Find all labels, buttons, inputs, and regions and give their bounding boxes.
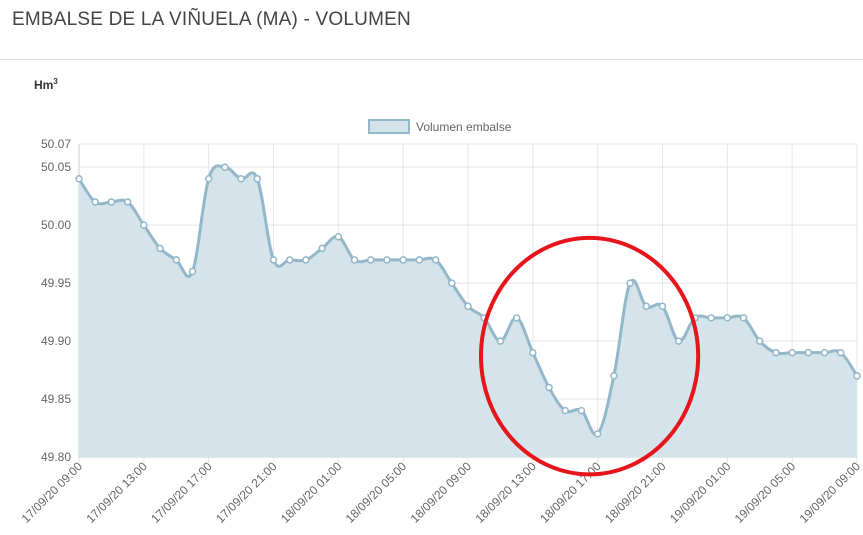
data-point-23[interactable] bbox=[448, 279, 456, 287]
data-point-24[interactable] bbox=[464, 302, 472, 311]
y-tick-label: 50.07 bbox=[41, 137, 71, 151]
series-area-volumen bbox=[79, 165, 857, 457]
data-point-12[interactable] bbox=[269, 256, 278, 264]
data-point-41[interactable] bbox=[739, 314, 748, 322]
data-point-4[interactable] bbox=[140, 221, 148, 229]
y-tick-label: 50.05 bbox=[41, 160, 71, 174]
data-point-11[interactable] bbox=[253, 175, 262, 183]
y-tick-label: 49.90 bbox=[41, 334, 71, 348]
x-tick-label: 17/09/20 17:00 bbox=[148, 459, 215, 526]
x-tick-label: 18/09/20 17:00 bbox=[537, 459, 604, 526]
data-point-30[interactable] bbox=[561, 406, 569, 415]
data-point-39[interactable] bbox=[707, 314, 715, 322]
data-point-31[interactable] bbox=[577, 406, 586, 415]
annotation-circle bbox=[478, 235, 701, 477]
data-point-21[interactable] bbox=[415, 256, 424, 264]
y-tick-label: 49.85 bbox=[41, 392, 71, 406]
x-tick-label: 17/09/20 09:00 bbox=[19, 459, 86, 526]
chart-legend[interactable]: Volumen embalse bbox=[368, 119, 512, 134]
data-point-47[interactable] bbox=[837, 348, 845, 357]
x-tick-label: 17/09/20 21:00 bbox=[213, 459, 280, 526]
data-point-32[interactable] bbox=[593, 430, 602, 438]
data-point-5[interactable] bbox=[156, 244, 164, 253]
data-point-18[interactable] bbox=[367, 256, 375, 264]
data-point-3[interactable] bbox=[123, 198, 132, 206]
data-point-42[interactable] bbox=[756, 337, 764, 345]
data-point-37[interactable] bbox=[674, 337, 683, 345]
data-point-27[interactable] bbox=[512, 314, 521, 322]
data-point-8[interactable] bbox=[204, 175, 213, 183]
data-point-28[interactable] bbox=[529, 348, 537, 357]
y-tick-label: 50.00 bbox=[41, 218, 71, 232]
x-tick-label: 18/09/20 21:00 bbox=[602, 459, 669, 526]
header-divider bbox=[0, 59, 863, 60]
data-point-44[interactable] bbox=[788, 348, 796, 357]
data-point-48[interactable] bbox=[853, 372, 861, 380]
data-point-1[interactable] bbox=[91, 198, 99, 206]
data-point-46[interactable] bbox=[820, 348, 829, 357]
data-point-36[interactable] bbox=[658, 302, 667, 311]
y-tick-label: 49.95 bbox=[41, 276, 71, 290]
data-point-19[interactable] bbox=[383, 256, 391, 264]
data-point-6[interactable] bbox=[172, 256, 180, 264]
data-points bbox=[75, 163, 861, 438]
data-point-13[interactable] bbox=[285, 256, 294, 264]
x-tick-label: 19/09/20 05:00 bbox=[732, 459, 799, 526]
data-point-9[interactable] bbox=[221, 163, 229, 171]
data-point-17[interactable] bbox=[350, 256, 359, 264]
y-tick-label: 49.80 bbox=[41, 450, 71, 464]
data-point-0[interactable] bbox=[75, 175, 83, 183]
data-point-7[interactable] bbox=[188, 267, 197, 276]
data-point-45[interactable] bbox=[804, 348, 813, 357]
data-point-43[interactable] bbox=[772, 348, 780, 357]
data-point-33[interactable] bbox=[610, 372, 618, 380]
data-point-20[interactable] bbox=[399, 256, 407, 264]
data-point-2[interactable] bbox=[107, 198, 116, 206]
x-tick-label: 17/09/20 13:00 bbox=[83, 459, 150, 526]
y-axis-unit: Hm3 bbox=[34, 77, 58, 92]
data-point-16[interactable] bbox=[334, 232, 343, 241]
x-tick-label: 19/09/20 09:00 bbox=[797, 459, 863, 526]
page-title: EMBALSE DE LA VIÑUELA (MA) - VOLUMEN bbox=[12, 9, 411, 30]
y-axis-ticks: 49.80 49.85 49.90 49.95 50.00 50.05 50.07 bbox=[41, 137, 71, 464]
x-tick-label: 18/09/20 09:00 bbox=[408, 459, 475, 526]
x-tick-label: 18/09/20 05:00 bbox=[343, 459, 410, 526]
data-point-40[interactable] bbox=[723, 314, 732, 322]
data-point-15[interactable] bbox=[318, 244, 326, 253]
data-point-14[interactable] bbox=[302, 256, 310, 264]
x-tick-label: 18/09/20 01:00 bbox=[278, 459, 345, 526]
legend-swatch bbox=[368, 119, 410, 134]
data-point-29[interactable] bbox=[545, 383, 553, 392]
x-tick-label: 19/09/20 01:00 bbox=[667, 459, 734, 526]
data-point-34[interactable] bbox=[626, 279, 634, 287]
legend-label: Volumen embalse bbox=[416, 120, 512, 134]
area-layer bbox=[79, 165, 857, 457]
data-point-26[interactable] bbox=[496, 337, 505, 345]
data-point-10[interactable] bbox=[237, 175, 245, 183]
x-tick-label: 18/09/20 13:00 bbox=[472, 459, 539, 526]
data-point-35[interactable] bbox=[642, 302, 651, 311]
data-point-22[interactable] bbox=[431, 256, 440, 264]
